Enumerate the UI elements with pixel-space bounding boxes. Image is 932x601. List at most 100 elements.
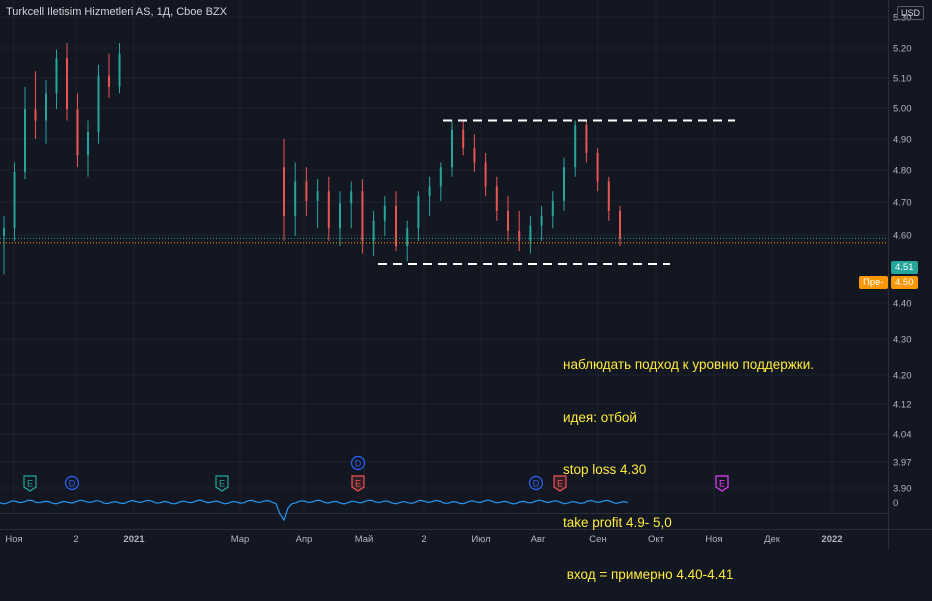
price-tick-label: 5.00 [893,104,912,115]
candle-body [305,181,308,201]
time-tick-label: Окт [648,534,665,545]
chart-title: Turkcell Iletisim Hizmetleri AS, 1Д, Cbo… [6,6,227,18]
candle-body [66,58,68,110]
candle-body [495,186,498,211]
candle-body [484,162,487,187]
candle-body [406,228,409,247]
candle-body [451,129,453,168]
time-tick-label: Авг [531,534,546,545]
candle-body [34,109,37,121]
time-tick-label: Июл [471,534,490,545]
annotation-line: наблюдать подход к уровню поддержки. [563,357,814,372]
event-marker-letter: E [27,479,33,489]
price-tick-label: 5.20 [893,44,912,55]
candle-body [108,75,110,87]
candle-body [529,225,532,241]
candle-body [13,171,16,229]
candle-body [45,93,47,121]
earnings-marker [715,475,729,492]
annotation-line: вход = примерно 4.40-4.41 [563,567,734,582]
indicator-tick-label: 0 [893,498,898,509]
candle-body [507,210,509,231]
candle-body [118,53,121,87]
time-tick-label: 2021 [123,534,145,545]
candle-body [596,152,599,182]
time-tick-label: Май [355,534,374,545]
candle-body [372,220,375,241]
candle-body [551,200,554,216]
time-tick-label: Ноя [5,534,22,545]
time-tick-label: 2 [73,534,78,545]
event-marker-letter: E [557,479,563,489]
candle-body [339,203,341,229]
price-tick-label: 4.04 [893,430,912,441]
candle-body [327,191,330,229]
candle-body [428,186,431,197]
price-tick-label: 3.90 [893,484,912,495]
event-marker-letter: D [533,479,540,489]
price-tick-label: 4.40 [893,299,912,310]
currency-badge[interactable]: USD [897,6,925,20]
price-tick-label: 4.30 [893,335,912,346]
earnings-marker [351,475,365,492]
candle-body [316,191,319,201]
candle-body [473,148,476,163]
candle-body [585,125,588,153]
candle-body [350,191,353,204]
price-tick-label: 5.10 [893,74,912,85]
candle-body [417,196,420,229]
event-marker-letter: D [355,459,362,469]
candle-body [540,215,543,226]
earnings-marker [215,475,229,492]
candle-body [24,109,26,172]
event-marker-letter: E [355,479,361,489]
candle-body [283,167,285,216]
time-tick-label: Дек [764,534,781,545]
earnings-marker [23,475,37,492]
price-tick-label: 5.30 [893,13,912,24]
price-tick-label: 4.20 [893,371,912,382]
dividend-marker [64,475,80,491]
dividend-marker [528,475,544,491]
annotation-line: take profit 4.9- 5,0 [563,514,672,530]
time-tick-label: Сен [589,534,606,545]
candle-body [361,191,364,241]
candle-body [55,58,58,94]
time-tick-label: 2022 [821,534,842,545]
time-tick-label: Мар [231,534,250,545]
annotation-line: stop loss 4.30 [563,462,647,477]
candle-body [563,167,565,201]
time-tick-label: Ноя [705,534,722,545]
candle-body [395,205,397,247]
candle-body [294,181,297,216]
time-tick-label: Апр [296,534,313,545]
prev-close-label: 4.50 [891,276,918,289]
dividend-marker [350,455,366,471]
price-tick-label: 4.80 [893,166,912,177]
candle-body [76,109,79,156]
candle-body [439,167,442,187]
candle-body [3,228,5,236]
candle-body [87,131,89,156]
candle-body [518,230,521,241]
price-tick-label: 3.97 [893,458,912,469]
last-price-label: 4.51 [891,261,918,274]
trade-idea-annotation: наблюдать подход к уровню поддержки. иде… [563,321,814,601]
chart-canvas[interactable]: 5.30 5.20 5.10 5.00 4.90 4.80 4.70 4.60 4.40 4.30… [0,0,932,550]
event-marker-letter: E [719,479,725,489]
time-tick-label: 2 [421,534,426,545]
price-tick-label: 4.12 [893,400,912,411]
indicator-line [0,499,629,522]
candle-body [619,210,621,239]
event-marker-letter: E [219,479,225,489]
price-tick-label: 4.70 [893,198,912,209]
earnings-marker [553,475,567,492]
prev-close-tag: Пре- [859,276,888,289]
price-tick-label: 4.60 [893,231,912,242]
candle-body [383,205,386,221]
candle-body [574,125,577,168]
candle-body [97,75,100,132]
annotation-line: идея: отбой [563,409,637,425]
candle-body [607,181,610,211]
price-tick-label: 4.90 [893,135,912,146]
